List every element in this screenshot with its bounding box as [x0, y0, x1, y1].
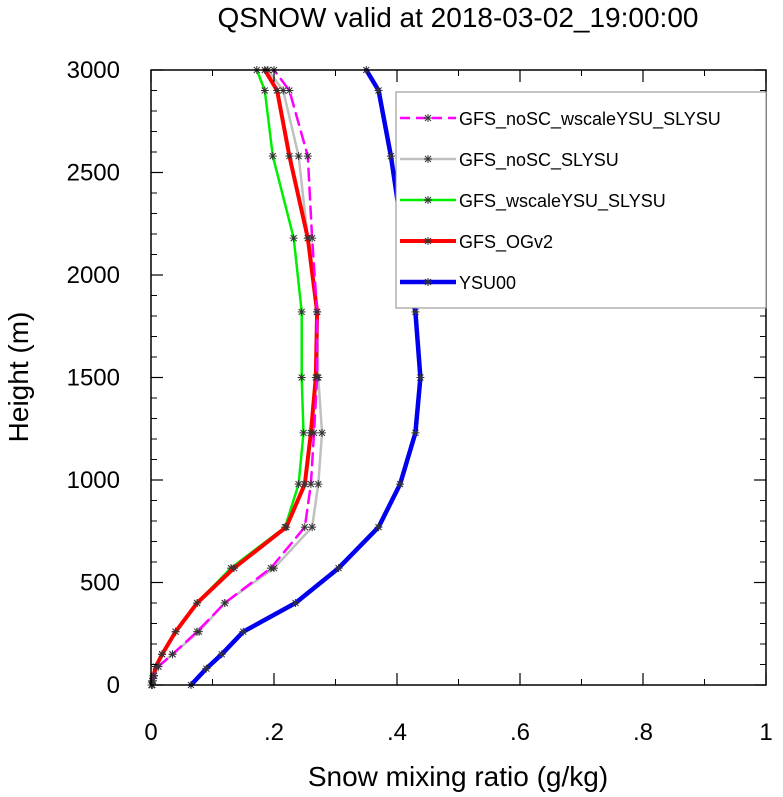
series-point — [386, 152, 395, 161]
series-point — [294, 152, 303, 161]
y-tick-label: 3000 — [67, 57, 120, 84]
series-point — [291, 599, 300, 607]
legend-marker — [424, 155, 432, 163]
series-point — [285, 86, 294, 95]
series-point — [313, 307, 322, 316]
y-tick-label: 1500 — [67, 365, 120, 392]
series-point — [266, 564, 275, 573]
series-line-GFS_noSC_wscaleYSU_SLYSU — [150, 68, 319, 687]
legend-label: GFS_noSC_wscaleYSU_SLYSU — [459, 109, 721, 130]
plot-series — [147, 66, 425, 689]
legend-label: GFS_noSC_SLYSU — [459, 150, 619, 171]
y-axis-label: Height (m) — [3, 312, 34, 443]
legend-label: GFS_OGv2 — [459, 232, 553, 253]
series-point — [334, 564, 343, 573]
series-point — [202, 664, 211, 673]
legend-marker — [424, 278, 432, 286]
series-point — [285, 152, 294, 161]
series-point — [374, 86, 383, 95]
y-tick-label: 500 — [80, 570, 120, 597]
series-point — [289, 234, 298, 243]
series-line-GFS_OGv2 — [149, 68, 320, 687]
series-point — [303, 152, 312, 161]
x-axis-label: Snow mixing ratio (g/kg) — [308, 761, 608, 792]
series-point — [299, 428, 308, 437]
series-point — [416, 373, 425, 382]
x-tick-label: .8 — [633, 719, 653, 746]
series-point — [217, 650, 226, 659]
series-point — [308, 234, 317, 243]
series-point — [411, 307, 420, 316]
series-point — [313, 373, 322, 382]
series-point — [193, 599, 202, 607]
y-tick-label: 1000 — [67, 467, 120, 494]
x-tick-label: .6 — [510, 719, 530, 746]
series-point — [297, 307, 306, 316]
series-point — [273, 86, 282, 95]
series-point — [297, 373, 306, 382]
series-point — [396, 480, 405, 489]
series-point — [300, 523, 309, 532]
y-tick-label: 0 — [107, 672, 120, 699]
series-point — [309, 428, 318, 437]
y-tick-labels: 0 500 1000 1500 2000 2500 3000 — [67, 57, 120, 699]
x-tick-label: .2 — [264, 719, 284, 746]
series-point — [168, 650, 177, 659]
x-tick-labels: 0 .2 .4 .6 .8 1 — [144, 719, 772, 746]
series-point — [317, 428, 326, 437]
chart-title: QSNOW valid at 2018-03-02_19:00:00 — [218, 2, 699, 33]
legend-marker — [424, 114, 432, 122]
series-point — [306, 480, 315, 489]
series-point — [193, 627, 202, 636]
series-point — [158, 650, 167, 659]
legend-box — [395, 91, 767, 309]
series-line-GFS_wscaleYSU_SLYSU — [150, 68, 305, 687]
legend-label: GFS_wscaleYSU_SLYSU — [459, 191, 666, 212]
legend-label: YSU00 — [459, 273, 516, 293]
series-point — [154, 662, 163, 671]
legend-marker — [424, 237, 432, 245]
series-point — [411, 428, 420, 437]
series-point — [308, 523, 317, 532]
legend: GFS_noSC_wscaleYSU_SLYSU GFS_noSC_SLYSU GF… — [395, 91, 767, 309]
series-point — [230, 564, 239, 573]
series-point — [268, 152, 277, 161]
series-point — [282, 523, 291, 532]
series-point — [148, 676, 157, 685]
series-point — [374, 523, 383, 532]
series-point — [314, 480, 323, 489]
series-point — [239, 627, 248, 636]
series-point — [294, 480, 303, 489]
y-tick-label: 2500 — [67, 160, 120, 187]
x-tick-label: 0 — [144, 719, 157, 746]
series-point — [220, 599, 229, 607]
series-point — [260, 86, 269, 95]
x-tick-label: .4 — [387, 719, 407, 746]
series-line-YSU00 — [188, 67, 423, 688]
series-point — [171, 627, 180, 636]
x-tick-label: 1 — [759, 719, 772, 746]
axis-ticks — [150, 69, 767, 686]
y-tick-label: 2000 — [67, 262, 120, 289]
series-line-GFS_noSC_SLYSU — [150, 68, 324, 687]
legend-marker — [424, 196, 432, 204]
